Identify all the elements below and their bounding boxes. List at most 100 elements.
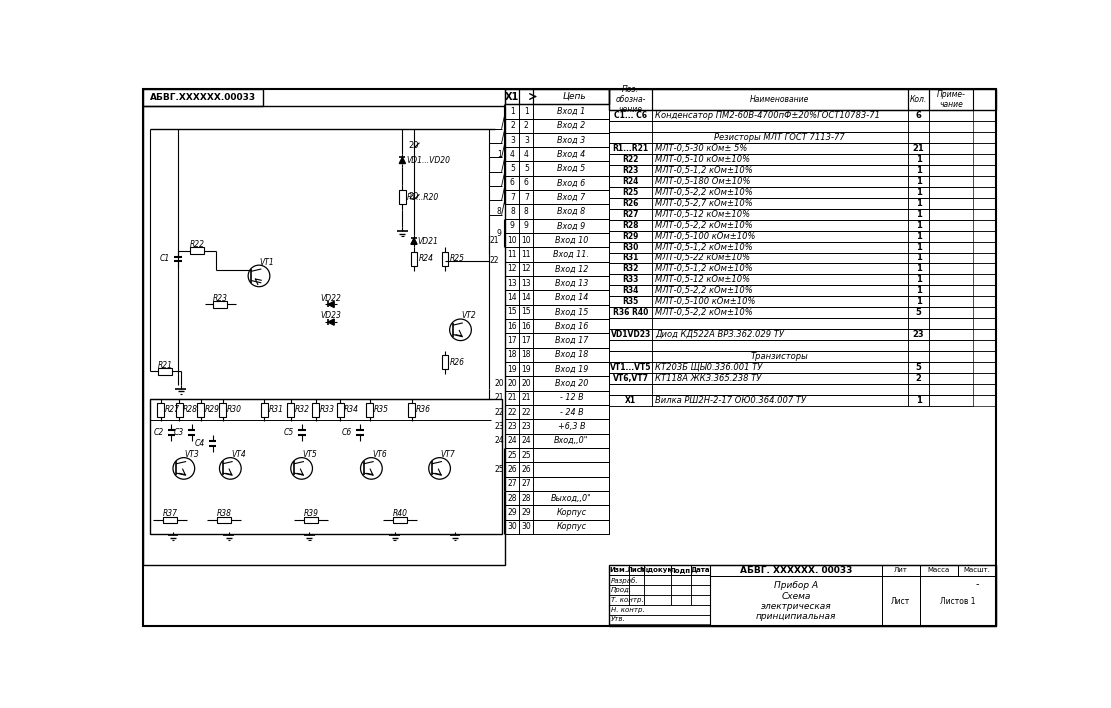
Text: Подп.: Подп. xyxy=(669,567,693,573)
Bar xyxy=(533,348,609,362)
Bar xyxy=(533,88,609,104)
Text: 21: 21 xyxy=(494,394,504,402)
Bar xyxy=(609,285,652,296)
Bar xyxy=(652,373,908,384)
Bar xyxy=(930,198,973,209)
Text: 21: 21 xyxy=(912,144,924,153)
Bar xyxy=(304,517,318,523)
Text: R34: R34 xyxy=(344,406,359,414)
Bar xyxy=(908,143,930,154)
Bar xyxy=(908,209,930,219)
Bar xyxy=(506,276,520,290)
Text: R33: R33 xyxy=(320,406,334,414)
Text: 3: 3 xyxy=(524,135,529,144)
Bar xyxy=(609,88,997,110)
Text: МЛТ-0,5-30 кОм± 5%: МЛТ-0,5-30 кОм± 5% xyxy=(655,144,748,153)
Bar xyxy=(520,433,533,448)
Text: 5: 5 xyxy=(915,308,921,317)
Text: Цепь: Цепь xyxy=(562,92,587,101)
Bar xyxy=(629,565,644,576)
Text: 8: 8 xyxy=(510,207,514,216)
Text: VT1: VT1 xyxy=(260,258,274,266)
Bar xyxy=(533,133,609,147)
Text: R26: R26 xyxy=(450,358,464,367)
Text: КТ203Б ЩЫ0.336.001 ТУ: КТ203Б ЩЫ0.336.001 ТУ xyxy=(655,362,762,372)
Bar xyxy=(533,104,609,118)
Bar xyxy=(506,247,520,262)
Bar xyxy=(506,362,520,377)
Bar xyxy=(533,476,609,491)
Bar xyxy=(288,403,294,417)
Text: R30: R30 xyxy=(622,243,639,251)
Bar xyxy=(958,565,997,576)
Bar xyxy=(908,373,930,384)
Text: Вход 15: Вход 15 xyxy=(554,307,588,316)
Text: C1: C1 xyxy=(160,254,170,263)
Text: 22: 22 xyxy=(494,408,504,416)
Bar xyxy=(930,88,973,110)
Bar xyxy=(652,384,908,394)
Bar xyxy=(609,132,997,143)
Bar xyxy=(609,275,997,285)
Text: R28: R28 xyxy=(183,406,198,414)
Bar xyxy=(441,355,449,369)
Bar xyxy=(652,351,908,362)
Bar xyxy=(652,165,908,176)
Bar xyxy=(609,132,652,143)
Bar xyxy=(930,296,973,307)
Text: Вход 13: Вход 13 xyxy=(554,279,588,287)
Text: 1: 1 xyxy=(510,107,514,116)
Bar xyxy=(533,161,609,176)
Text: 20: 20 xyxy=(409,140,419,149)
Text: 10: 10 xyxy=(508,236,518,245)
Bar xyxy=(691,576,710,586)
Bar xyxy=(367,403,373,417)
Bar xyxy=(930,132,973,143)
Text: R23: R23 xyxy=(212,294,228,303)
Bar xyxy=(652,187,908,198)
Text: 7: 7 xyxy=(524,193,529,202)
Text: 16: 16 xyxy=(521,321,531,331)
Text: 6: 6 xyxy=(915,111,921,120)
Text: R29: R29 xyxy=(622,232,639,241)
Bar xyxy=(506,205,520,219)
Text: - 24 В: - 24 В xyxy=(560,408,583,416)
Text: Вход 5: Вход 5 xyxy=(558,164,585,173)
Text: 1: 1 xyxy=(524,107,529,116)
Bar xyxy=(520,391,533,405)
Bar xyxy=(908,318,930,329)
Bar xyxy=(506,304,520,319)
Text: Листов 1: Листов 1 xyxy=(940,597,975,606)
Bar xyxy=(520,506,533,520)
Bar xyxy=(520,319,533,333)
Text: Вход 6: Вход 6 xyxy=(558,178,585,188)
Bar xyxy=(930,231,973,241)
Text: R33: R33 xyxy=(622,275,639,285)
Bar xyxy=(506,462,520,476)
Bar xyxy=(609,110,652,121)
Text: VT7: VT7 xyxy=(440,450,456,459)
Text: Корпус: Корпус xyxy=(557,523,587,531)
Bar xyxy=(908,253,930,263)
Text: 15: 15 xyxy=(508,307,518,316)
Bar xyxy=(930,373,973,384)
Bar xyxy=(533,362,609,377)
Bar xyxy=(652,329,908,340)
Bar xyxy=(609,154,997,165)
Bar xyxy=(930,110,973,121)
Bar xyxy=(652,307,908,318)
Bar xyxy=(533,118,609,133)
Text: 23: 23 xyxy=(913,330,924,339)
Text: АБВГ.XXXXXX.00033: АБВГ.XXXXXX.00033 xyxy=(150,93,256,102)
Bar xyxy=(691,586,710,595)
Bar xyxy=(652,275,908,285)
Bar xyxy=(506,147,520,161)
Bar xyxy=(908,329,930,340)
Text: C6: C6 xyxy=(342,428,352,437)
Text: R36 R40: R36 R40 xyxy=(613,308,649,317)
Text: Приме-
чание: Приме- чание xyxy=(937,90,965,109)
Bar xyxy=(142,88,263,105)
Bar xyxy=(506,377,520,391)
Text: 20: 20 xyxy=(494,379,504,388)
Bar xyxy=(533,276,609,290)
